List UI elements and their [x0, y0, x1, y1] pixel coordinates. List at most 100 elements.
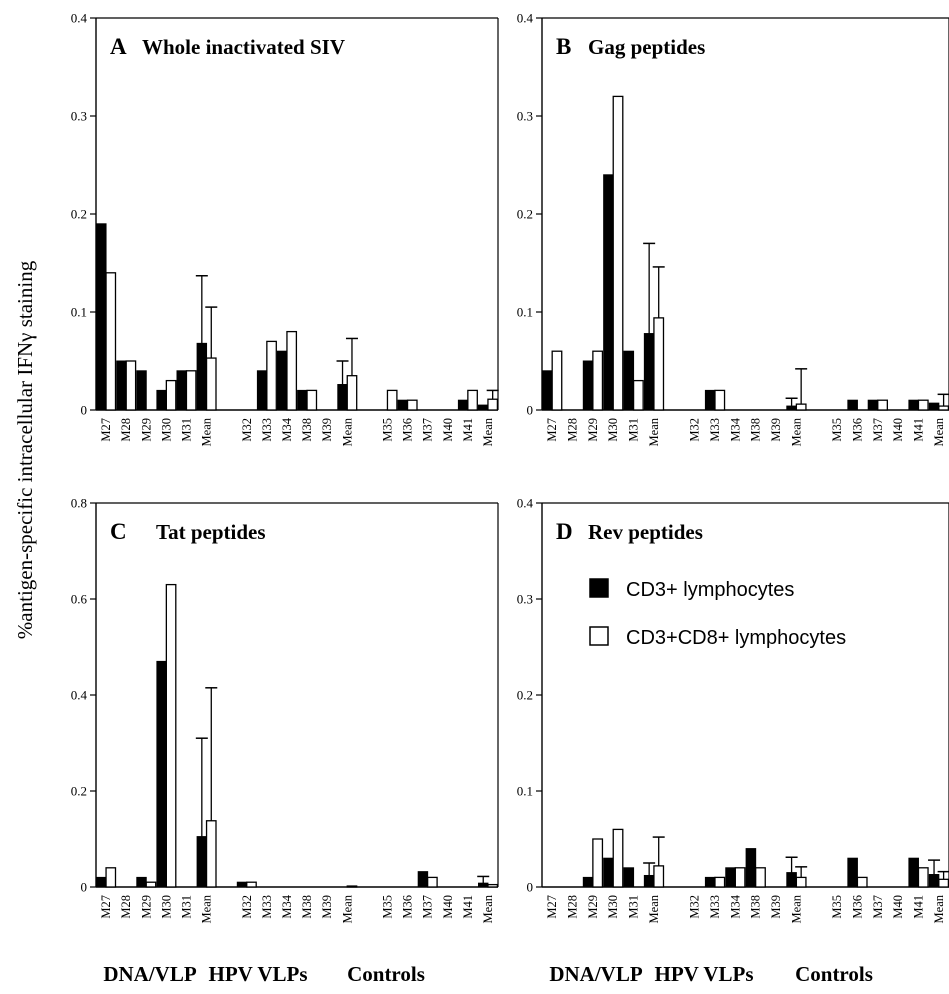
group-label: HPV VLPs	[209, 962, 308, 986]
bar-cd3cd8	[592, 350, 604, 411]
y-axis-label: %antigen-specific intracellular IFNγ sta…	[13, 260, 37, 639]
bar-cd3cd8	[165, 583, 177, 888]
y-tick-label: 0.4	[517, 11, 534, 26]
bar-cd3cd8	[714, 389, 726, 411]
bar-cd3	[256, 370, 268, 411]
category-label: M41	[461, 418, 475, 442]
category-label: M29	[139, 418, 153, 442]
y-tick-label: 0.2	[517, 688, 533, 703]
y-tick-label: 0.2	[71, 207, 87, 222]
bar-cd3cd8	[165, 379, 177, 411]
group-label: DNA/VLP	[103, 962, 197, 986]
bar-cd3	[417, 871, 429, 888]
category-label: M28	[566, 418, 580, 442]
bar-cd3	[603, 857, 614, 888]
y-tick-label: 0.3	[517, 109, 533, 124]
category-label: M29	[586, 895, 600, 919]
group-label: Controls	[347, 962, 425, 986]
bar-cd3cd8	[612, 828, 624, 888]
panel-letter: C	[110, 519, 127, 544]
y-tick-label: 0.1	[517, 305, 533, 320]
bar-cd3	[116, 360, 127, 411]
group-label: HPV VLPs	[655, 962, 754, 986]
bar-cd3	[908, 857, 919, 888]
category-label: M38	[749, 418, 763, 442]
bar-cd3cd8	[856, 876, 868, 888]
bar-cd3cd8	[286, 330, 298, 411]
bar-cd3cd8	[467, 389, 478, 411]
bar-cd3	[96, 876, 107, 888]
bar-cd3cd8	[105, 272, 117, 411]
legend-label: CD3+CD8+ lymphocytes	[626, 627, 846, 649]
bar-cd3cd8	[306, 389, 318, 411]
category-label: M40	[891, 418, 905, 442]
category-label: M28	[566, 895, 580, 919]
category-label: M38	[300, 895, 314, 919]
panel-title: Rev peptides	[588, 520, 703, 544]
category-label: Mean	[481, 894, 495, 923]
bar-cd3	[623, 350, 635, 411]
category-label: M33	[708, 418, 722, 442]
bar-cd3	[136, 876, 147, 888]
bar-cd3cd8	[487, 883, 499, 888]
bar-cd3	[582, 360, 594, 411]
y-tick-label: 0.2	[71, 784, 87, 799]
category-label: M30	[606, 418, 620, 442]
legend-label: CD3+ lymphocytes	[626, 579, 794, 601]
panel-b: 0 0.1 0.2 0.3 0.4 M27 M28 M29 M30 M31 Mean M32 M33 M3…	[517, 11, 949, 446]
bar-cd3cd8	[185, 370, 197, 411]
category-label: M39	[320, 418, 334, 442]
category-label: M40	[441, 418, 455, 442]
y-tick-label: 0	[527, 403, 534, 418]
category-label: M37	[421, 895, 435, 919]
bar-cd3	[704, 876, 716, 888]
category-label: M34	[280, 417, 294, 441]
category-label: M27	[545, 895, 559, 919]
panel-title: Gag peptides	[588, 35, 705, 59]
bar-cd3cd8	[755, 867, 766, 888]
y-tick-label: 0.1	[71, 305, 87, 320]
bar-cd3	[136, 370, 147, 411]
bar-cd3cd8	[714, 876, 726, 888]
bar-cd3cd8	[266, 340, 277, 411]
legend-swatch	[589, 578, 609, 598]
panel-title: Tat peptides	[156, 520, 266, 544]
legend-swatch	[589, 626, 609, 646]
category-label: M27	[545, 418, 559, 442]
category-label: M36	[401, 895, 415, 919]
bar-cd3	[643, 333, 655, 411]
panel-letter: B	[556, 34, 571, 59]
bar-cd3cd8	[145, 881, 157, 888]
category-label: M38	[749, 895, 763, 919]
category-label: M30	[606, 895, 620, 919]
bar-cd3cd8	[917, 867, 929, 888]
bar-cd3cd8	[205, 820, 217, 888]
category-label: M33	[260, 418, 274, 442]
panel-letter: A	[110, 34, 127, 59]
bar-cd3	[704, 389, 716, 411]
category-label: M35	[830, 418, 844, 442]
bar-cd3cd8	[246, 881, 257, 888]
bar-cd3cd8	[125, 360, 137, 411]
category-label: M35	[380, 418, 394, 442]
bar-cd3cd8	[346, 375, 358, 411]
category-label: Mean	[932, 894, 946, 923]
bar-cd3	[196, 342, 208, 411]
panel-letter: D	[556, 519, 573, 544]
bar-cd3cd8	[346, 885, 358, 888]
bar-cd3	[176, 370, 187, 411]
bar-cd3	[847, 399, 858, 411]
bar-cd3	[928, 874, 940, 888]
category-label: M38	[300, 418, 314, 442]
bar-cd3cd8	[653, 865, 665, 888]
bar-cd3	[643, 874, 655, 888]
category-label: M41	[461, 895, 475, 919]
y-tick-label: 0.6	[71, 592, 88, 607]
y-tick-label: 0	[81, 403, 88, 418]
bar-cd3	[478, 882, 489, 888]
y-tick-label: 0	[527, 880, 534, 895]
category-label: Mean	[932, 417, 946, 446]
category-label: M31	[627, 895, 641, 919]
bar-cd3	[277, 350, 288, 411]
category-label: M37	[871, 418, 885, 442]
